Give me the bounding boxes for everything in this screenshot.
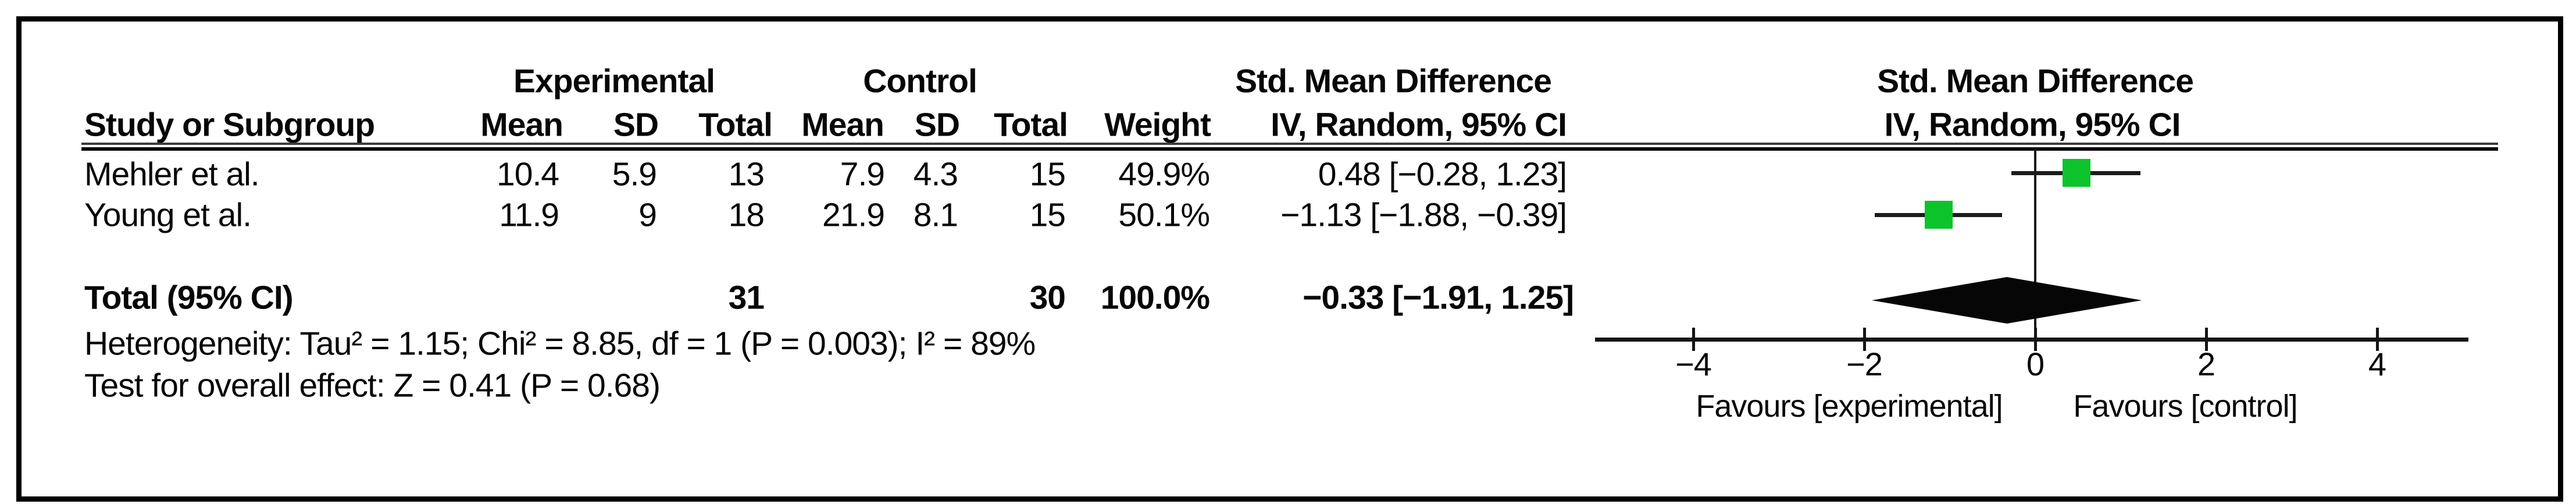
header-rule-top [81, 143, 2498, 145]
exp-mean-value: 10.4 [497, 155, 559, 193]
column-header-exp-mean: Mean [480, 106, 563, 144]
x-axis-tick-label: −4 [1675, 346, 1712, 382]
column-header-ctrl-mean: Mean [801, 106, 884, 144]
exp-mean-value: 11.9 [499, 196, 559, 234]
summary-diamond [1872, 277, 2142, 324]
plot-subtitle: IV, Random, 95% CI [1884, 106, 2181, 144]
favours-right-label: Favours [control] [2073, 389, 2297, 424]
x-axis-tick-label: 4 [2368, 346, 2386, 382]
ctrl-total-value: 15 [1029, 196, 1066, 234]
x-axis-tick-label: 2 [2197, 346, 2215, 382]
column-header-smd-ci-left: IV, Random, 95% CI [1271, 106, 1567, 144]
x-axis-tick [1692, 328, 1695, 351]
total-ctrl-total: 30 [1029, 279, 1066, 317]
x-axis-tick-label: 0 [2026, 346, 2045, 382]
header-rule-bottom [81, 147, 2498, 151]
total-label: Total (95% CI) [84, 279, 294, 317]
total-effect-ci: −0.33 [−1.91, 1.25] [1303, 279, 1574, 317]
column-header-exp-total: Total [698, 106, 773, 144]
exp-sd-value: 5.9 [612, 155, 657, 193]
zero-effect-line [2034, 149, 2036, 339]
plot-title: Std. Mean Difference [1877, 62, 2194, 100]
total-weight: 100.0% [1100, 279, 1210, 317]
column-header-study: Study or Subgroup [84, 106, 375, 144]
column-header-ctrl-sd: SD [914, 106, 960, 144]
column-header-weight: Weight [1104, 106, 1211, 144]
ctrl-mean-value: 21.9 [822, 196, 885, 234]
study-name: Young et al. [84, 196, 252, 234]
exp-sd-value: 9 [638, 196, 657, 234]
x-axis-tick [1863, 328, 1866, 351]
heterogeneity-note: Heterogeneity: Tau² = 1.15; Chi² = 8.85,… [84, 325, 1036, 363]
x-axis-line [1595, 338, 2468, 342]
study-name: Mehler et al. [84, 155, 260, 193]
exp-total-value: 13 [728, 155, 765, 193]
x-axis-tick [2034, 328, 2037, 351]
exp-total-value: 18 [728, 196, 765, 234]
column-header-exp-sd: SD [613, 106, 659, 144]
plot-outer-border [16, 16, 2563, 502]
x-axis-tick [2205, 328, 2208, 351]
weight-value: 50.1% [1118, 196, 1210, 234]
x-axis-tick-label: −2 [1846, 346, 1883, 382]
weight-value: 49.9% [1118, 155, 1210, 193]
ctrl-mean-value: 7.9 [840, 155, 885, 193]
ctrl-total-value: 15 [1029, 155, 1066, 193]
effect-ci-value: −1.13 [−1.88, −0.39] [1280, 196, 1567, 234]
effect-ci-value: 0.48 [−0.28, 1.23] [1318, 155, 1567, 193]
total-exp-total: 31 [728, 279, 765, 317]
ctrl-sd-value: 8.1 [913, 196, 958, 234]
column-group-experimental: Experimental [513, 62, 715, 100]
overall-effect-note: Test for overall effect: Z = 0.41 (P = 0… [84, 367, 661, 404]
study-weight-marker [2062, 159, 2090, 187]
column-header-ctrl-total: Total [994, 106, 1068, 144]
column-group-control: Control [863, 62, 977, 100]
favours-left-label: Favours [experimental] [1696, 389, 2003, 424]
x-axis-tick [2376, 328, 2379, 351]
ctrl-sd-value: 4.3 [913, 155, 958, 193]
column-group-smd-left: Std. Mean Difference [1235, 62, 1552, 100]
study-weight-marker [1924, 201, 1953, 229]
